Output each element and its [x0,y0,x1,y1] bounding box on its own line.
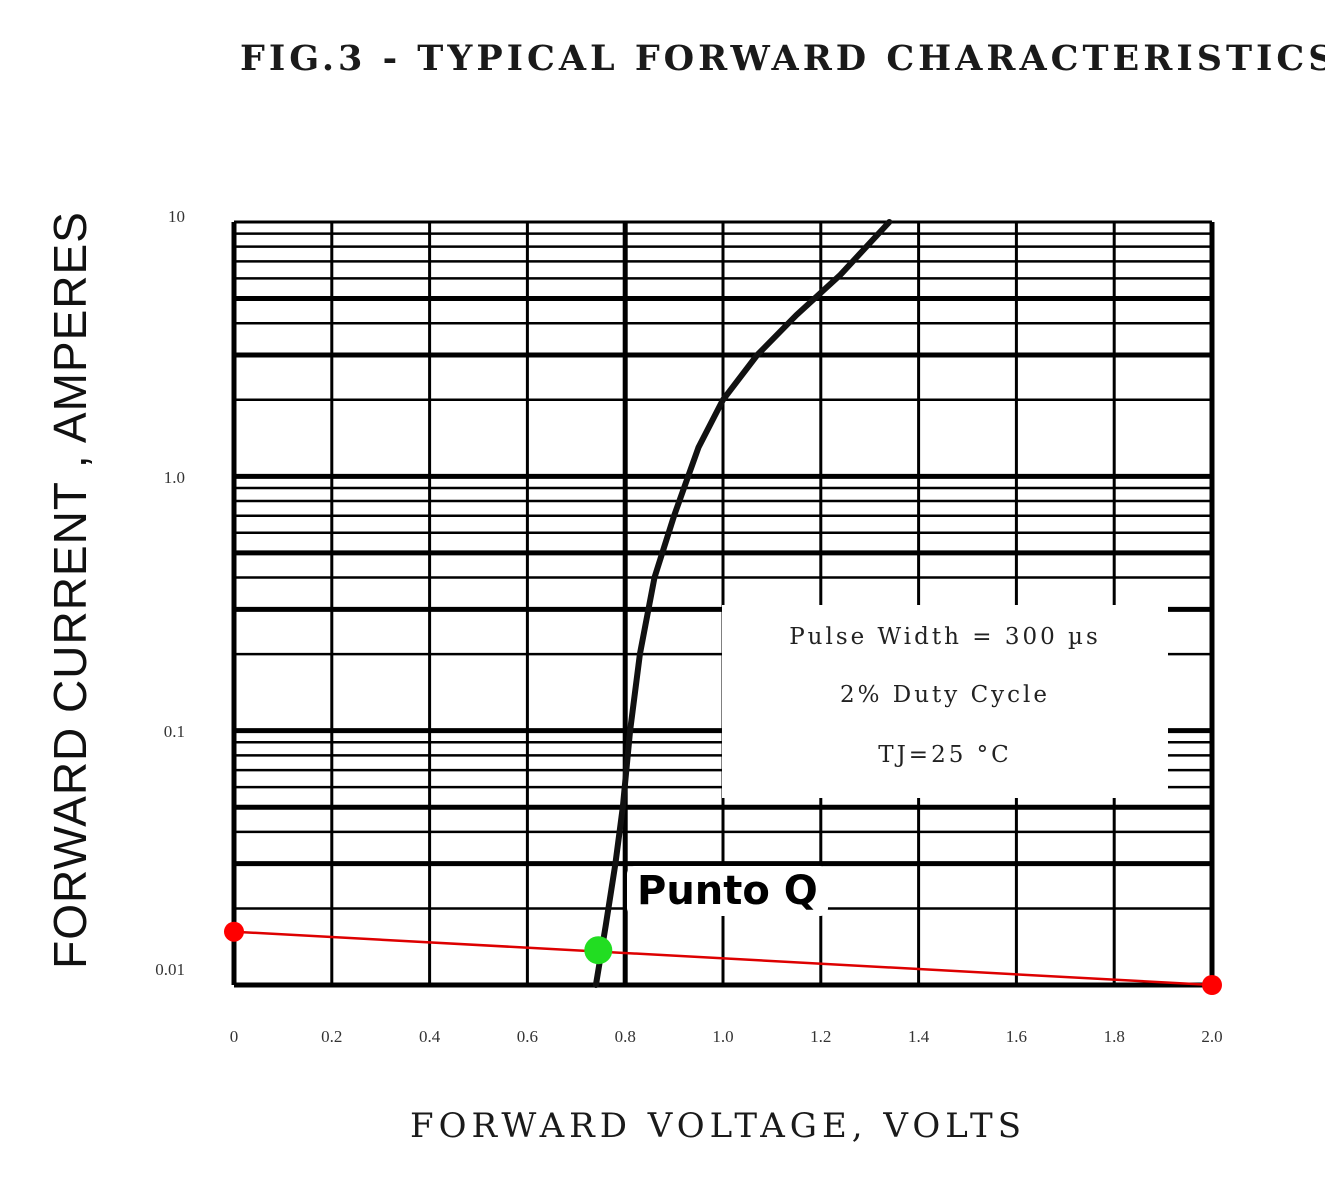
x-axis-label: FORWARD VOLTAGE, VOLTS [410,1106,1026,1146]
y-tick-label: 1.0 [164,468,185,487]
load-line [232,930,1214,987]
q-point-marker [584,936,613,965]
y-tick-label: 0.1 [164,722,185,741]
load-line-start-point [224,921,244,942]
x-tick-label: 1.6 [1006,1027,1027,1046]
load-line-end-point [1202,975,1222,995]
x-tick-label: 0.6 [517,1027,538,1046]
forward-curve [592,219,893,988]
x-tick-label: 0.8 [615,1027,636,1046]
y-tick-label: 10 [168,207,185,226]
x-tick-label: 0.4 [419,1027,441,1046]
y-tick-labels: 10 1.0 0.1 0.01 [155,207,185,979]
x-tick-label: 2.0 [1201,1027,1222,1046]
x-tick-label: 1.0 [712,1027,733,1046]
x-tick-label: 0.2 [321,1027,342,1046]
note-line-2: 2% Duty Cycle [840,682,1050,708]
q-point-label: Punto Q [627,866,828,916]
marked-points [224,921,1222,995]
x-tick-label: 1.4 [908,1027,930,1046]
y-tick-label: 0.01 [155,960,185,979]
note-line-1: Pulse Width = 300 µs [789,624,1101,650]
test-conditions-box: Pulse Width = 300 µs 2% Duty Cycle TJ=25… [722,605,1168,798]
note-line-3: TJ=25 °C [878,742,1012,768]
x-tick-label: 0 [230,1027,239,1046]
x-tick-labels: 0 0.2 0.4 0.6 0.8 1.0 1.2 1.4 1.6 1.8 2.0 [230,1027,1223,1046]
x-tick-label: 1.8 [1104,1027,1125,1046]
x-tick-label: 1.2 [810,1027,831,1046]
series [232,219,1214,988]
chart-title: FIG.3 - TYPICAL FORWARD CHARACTERISTICS [240,38,1325,79]
